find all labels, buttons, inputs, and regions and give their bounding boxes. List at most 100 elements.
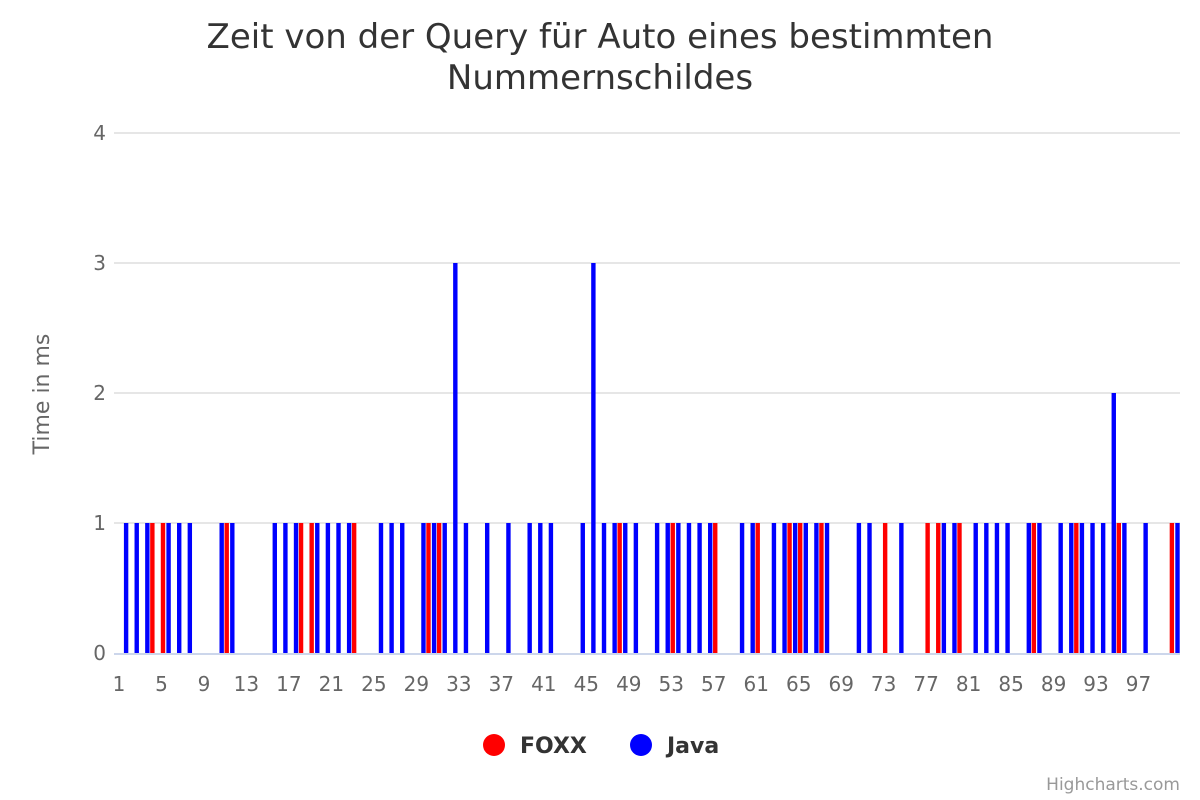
bar-java-37[interactable] <box>506 523 511 653</box>
bar-java-21[interactable] <box>336 523 341 653</box>
bar-java-89[interactable] <box>1058 523 1063 653</box>
bar-foxx-11[interactable] <box>224 523 229 653</box>
bar-java-90[interactable] <box>1069 523 1074 653</box>
bar-foxx-23[interactable] <box>351 523 357 653</box>
credits[interactable]: Highcharts.com <box>1046 775 1180 795</box>
bar-java-6[interactable] <box>177 523 182 653</box>
bar-foxx-19[interactable] <box>309 523 314 653</box>
bar-java-94[interactable] <box>1111 393 1116 653</box>
bar-foxx-95[interactable] <box>1116 523 1121 653</box>
bar-java-87[interactable] <box>1037 523 1042 653</box>
bar-java-60[interactable] <box>750 523 755 653</box>
bar-java-33[interactable] <box>463 523 469 653</box>
legend-item-java[interactable]: Java <box>630 734 719 759</box>
bar-java-48[interactable] <box>623 523 628 653</box>
bar-foxx-73[interactable] <box>882 523 888 653</box>
bar-java-20[interactable] <box>325 523 331 653</box>
bar-foxx-57[interactable] <box>713 523 718 653</box>
bar-java-7[interactable] <box>187 523 193 653</box>
bar-java-55[interactable] <box>697 523 702 653</box>
bar-foxx-80[interactable] <box>957 523 962 653</box>
bar-java-15[interactable] <box>272 523 277 653</box>
bar-java-79[interactable] <box>952 523 957 653</box>
bar-java-59[interactable] <box>739 523 745 653</box>
bar-java-1[interactable] <box>123 523 129 653</box>
bar-java-11[interactable] <box>230 523 235 653</box>
x-tick-label: 93 <box>1083 672 1108 696</box>
bar-java-47[interactable] <box>612 523 617 653</box>
bar-java-53[interactable] <box>676 523 681 653</box>
bar-java-39[interactable] <box>527 523 532 653</box>
x-tick-label: 29 <box>404 672 429 696</box>
bar-java-5[interactable] <box>166 523 171 653</box>
bar-java-51[interactable] <box>654 523 660 653</box>
bar-foxx-30[interactable] <box>426 523 431 653</box>
bar-java-10[interactable] <box>219 523 224 653</box>
bar-foxx-61[interactable] <box>755 523 760 653</box>
bar-foxx-67[interactable] <box>819 523 824 653</box>
bar-foxx-31[interactable] <box>436 523 442 653</box>
bar-java-52[interactable] <box>665 523 670 653</box>
bar-java-71[interactable] <box>867 523 872 653</box>
bar-foxx-78[interactable] <box>936 523 941 653</box>
bar-foxx-53[interactable] <box>670 523 675 653</box>
legend-item-foxx[interactable]: FOXX <box>483 734 587 759</box>
bar-java-46[interactable] <box>601 523 607 653</box>
bar-foxx-65[interactable] <box>797 523 803 653</box>
bar-java-63[interactable] <box>782 523 787 653</box>
bar-java-35[interactable] <box>484 523 490 653</box>
bar-foxx-91[interactable] <box>1074 523 1079 653</box>
y-tick-label: 2 <box>93 381 106 405</box>
legend-symbol-java <box>630 734 652 756</box>
bar-java-65[interactable] <box>803 523 808 653</box>
bar-java-27[interactable] <box>400 523 405 653</box>
bar-foxx-100[interactable] <box>1169 523 1175 653</box>
bar-java-2[interactable] <box>134 523 139 653</box>
bar-java-100[interactable] <box>1175 523 1180 653</box>
bar-java-56[interactable] <box>708 523 713 653</box>
bar-java-44[interactable] <box>580 523 585 653</box>
bar-java-17[interactable] <box>293 523 299 653</box>
bar-java-70[interactable] <box>856 523 862 653</box>
bar-foxx-48[interactable] <box>617 523 622 653</box>
x-tick-label: 17 <box>276 672 301 696</box>
bar-java-29[interactable] <box>421 523 426 653</box>
bar-java-95[interactable] <box>1122 523 1127 653</box>
bar-java-40[interactable] <box>538 523 543 653</box>
bar-java-26[interactable] <box>389 523 394 653</box>
bar-foxx-87[interactable] <box>1031 523 1037 653</box>
bar-foxx-77[interactable] <box>925 523 930 653</box>
bar-java-45[interactable] <box>591 263 596 653</box>
bar-java-83[interactable] <box>994 523 1000 653</box>
bar-java-3[interactable] <box>145 523 150 653</box>
bar-java-19[interactable] <box>315 523 320 653</box>
bar-java-49[interactable] <box>633 523 639 653</box>
bar-java-92[interactable] <box>1090 523 1095 653</box>
bar-java-84[interactable] <box>1005 523 1010 653</box>
bar-foxx-5[interactable] <box>160 523 166 653</box>
bar-java-41[interactable] <box>548 523 554 653</box>
bar-java-91[interactable] <box>1079 523 1085 653</box>
bar-java-22[interactable] <box>346 523 352 653</box>
bar-java-86[interactable] <box>1026 523 1032 653</box>
bar-java-25[interactable] <box>378 523 384 653</box>
bar-foxx-4[interactable] <box>150 523 155 653</box>
bar-java-16[interactable] <box>283 523 288 653</box>
bar-java-67[interactable] <box>824 523 830 653</box>
bar-java-82[interactable] <box>984 523 989 653</box>
bar-java-31[interactable] <box>442 523 447 653</box>
bar-java-81[interactable] <box>973 523 978 653</box>
bar-java-32[interactable] <box>453 263 458 653</box>
bar-java-93[interactable] <box>1100 523 1106 653</box>
bar-foxx-64[interactable] <box>787 523 792 653</box>
bar-java-62[interactable] <box>771 523 777 653</box>
bar-foxx-18[interactable] <box>298 523 304 653</box>
bar-java-54[interactable] <box>686 523 692 653</box>
bar-java-74[interactable] <box>899 523 904 653</box>
bar-java-97[interactable] <box>1143 523 1148 653</box>
bar-java-66[interactable] <box>814 523 819 653</box>
bar-java-64[interactable] <box>792 523 798 653</box>
bar-java-78[interactable] <box>941 523 947 653</box>
x-tick-label: 9 <box>198 672 211 696</box>
bar-java-30[interactable] <box>431 523 437 653</box>
